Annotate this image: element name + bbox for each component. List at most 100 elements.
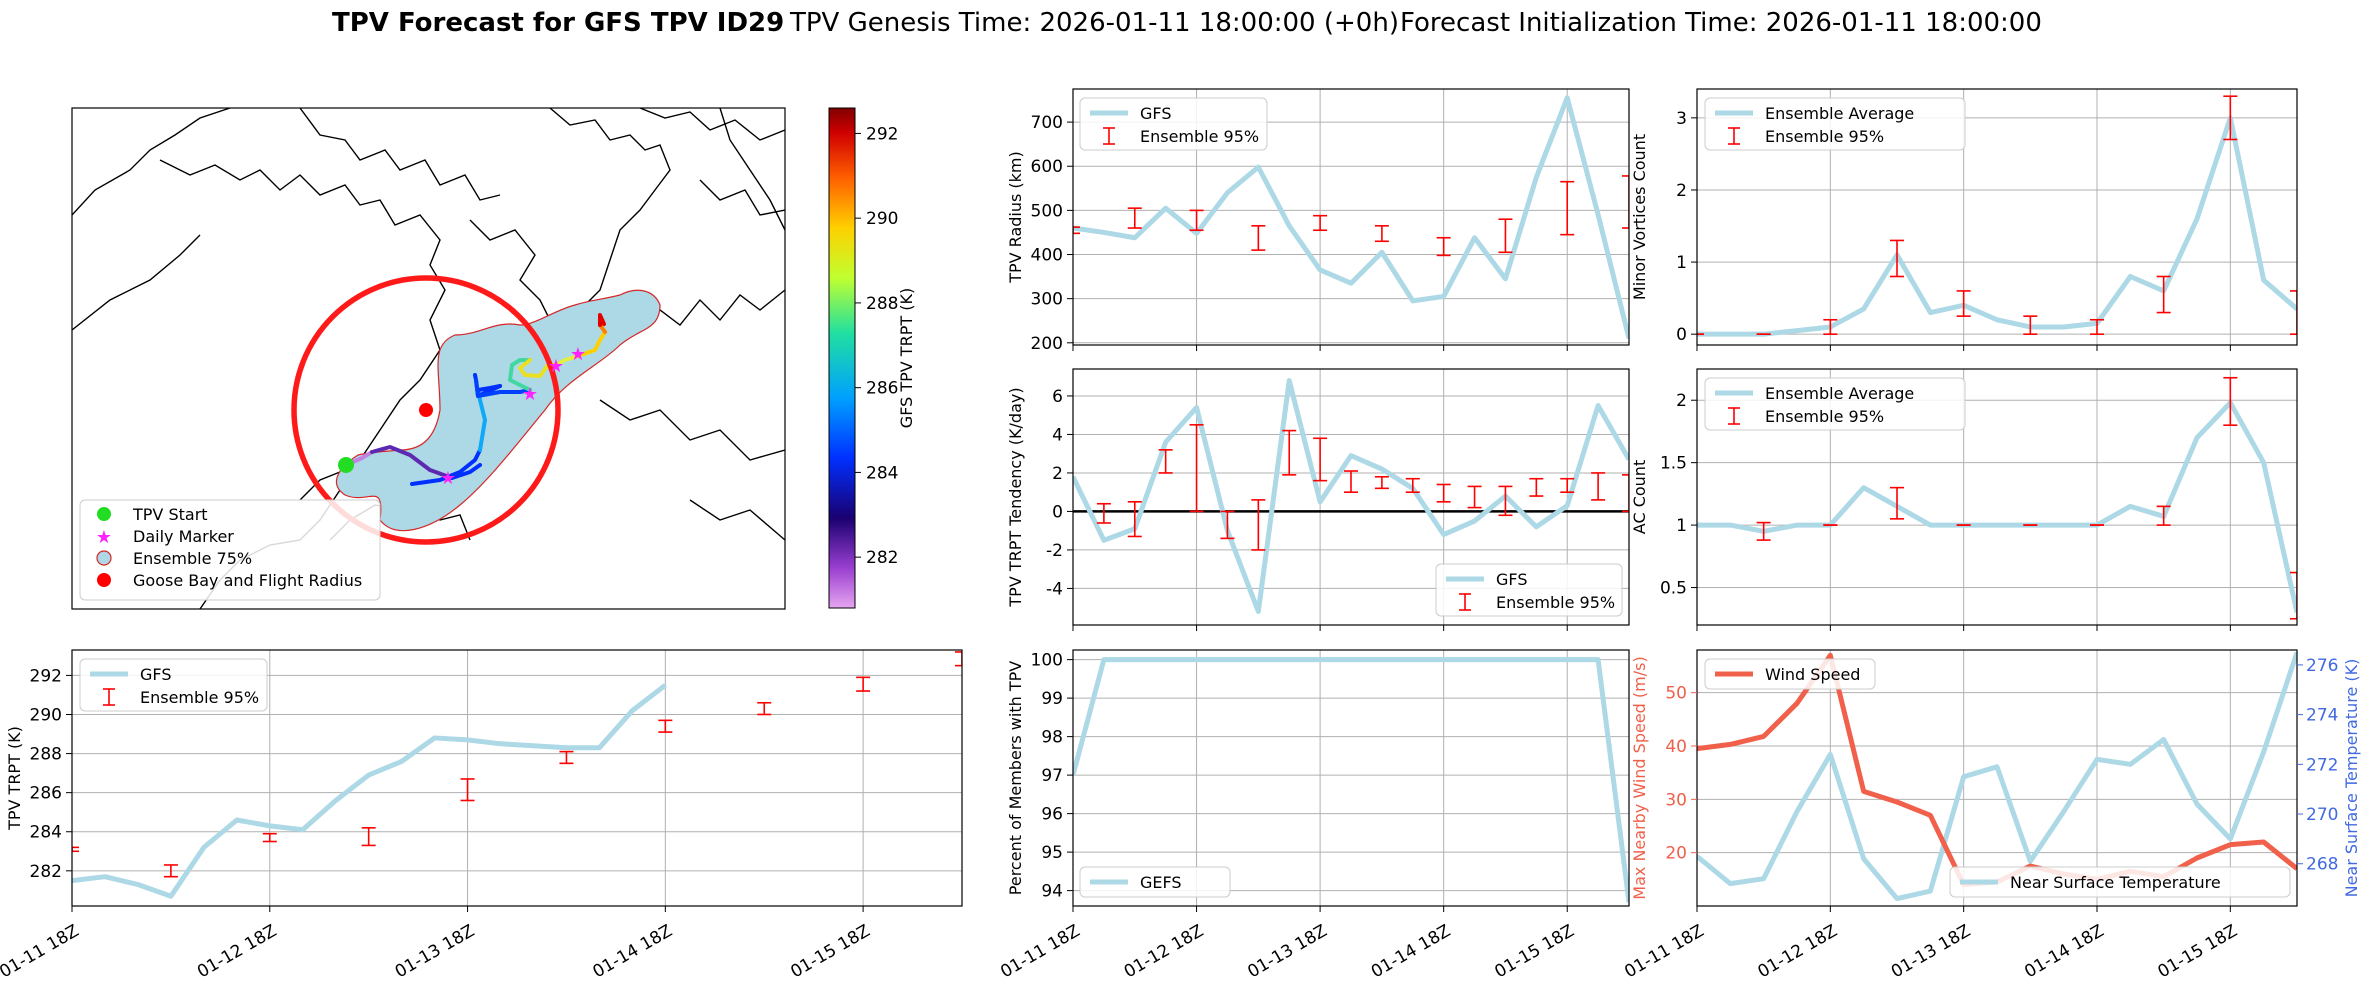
y-tick-label: 4 xyxy=(1052,425,1063,445)
daily-marker-4: ★ xyxy=(570,344,586,365)
y-tick-label: 2 xyxy=(1052,464,1063,484)
figure-title: TPV Forecast for GFS TPV ID29 xyxy=(332,8,784,38)
error-bar xyxy=(72,846,79,853)
error-bar xyxy=(1251,499,1266,551)
error-bar xyxy=(2156,275,2171,314)
y-tick-label: 288 xyxy=(30,745,62,765)
y-tick-label: 1 xyxy=(1676,253,1687,273)
y-tick-label: 3 xyxy=(1676,109,1687,129)
y-tick-label: 99 xyxy=(1041,689,1063,709)
y-tick-label: 200 xyxy=(1031,334,1063,354)
error-bar xyxy=(955,651,962,667)
error-bar xyxy=(1251,225,1266,251)
error-bar xyxy=(1189,424,1204,513)
y2-tick-label: 276 xyxy=(2306,656,2338,676)
y-tick-label: 500 xyxy=(1031,201,1063,221)
error-bar xyxy=(361,827,376,847)
series-line xyxy=(1073,657,1629,903)
error-bars xyxy=(72,651,962,878)
error-bar xyxy=(1622,474,1629,513)
x-tick-label: 01-12 18Z xyxy=(194,921,280,982)
error-bar xyxy=(1073,226,1080,235)
error-bar xyxy=(1467,485,1482,509)
series-line xyxy=(1073,95,1629,339)
error-bar xyxy=(1313,214,1328,232)
axes-frame xyxy=(1696,649,2298,907)
legend-label: Daily Marker xyxy=(133,527,234,546)
series-line xyxy=(72,683,667,899)
error-bar xyxy=(1890,486,1904,520)
colorbar-tick-label: 286 xyxy=(866,379,898,399)
y-tick-label: 40 xyxy=(1665,737,1687,757)
x-tick-label: 01-13 18Z xyxy=(1244,921,1330,982)
legend-label: GEFS xyxy=(1140,873,1182,892)
legend-star-icon: ★ xyxy=(96,527,112,548)
error-bar xyxy=(1560,477,1575,493)
axes-frame xyxy=(1072,649,1630,907)
error-bar xyxy=(1282,429,1297,476)
figure-init-time: Forecast Initialization Time: 2026-01-11… xyxy=(1400,8,2042,38)
chart-percent: 94 95 96 97 98 99 100 Percent of Members with T… xyxy=(997,649,1630,982)
y-tick-label: 20 xyxy=(1665,844,1687,864)
legend-label: Ensemble 95% xyxy=(1765,127,1884,146)
colorbar-ticks: 282 284 286 288 290 292 xyxy=(855,124,898,568)
y2-tick-label: 268 xyxy=(2306,855,2338,875)
y-tick-label: 0.5 xyxy=(1660,579,1687,599)
y-tick-label: 94 xyxy=(1041,882,1063,902)
y-tick-label: 30 xyxy=(1665,790,1687,810)
error-bar xyxy=(1127,501,1142,538)
error-bar xyxy=(1436,483,1451,503)
map-legend: TPV Start ★ Daily Marker Ensemble 75% Goose … xyxy=(79,499,381,601)
axes-frame xyxy=(1696,368,2298,626)
y-tick-label: 97 xyxy=(1041,766,1063,786)
x-tick-label: 01-11 18Z xyxy=(997,921,1083,982)
axes-frame xyxy=(71,649,963,907)
x-tick-label: 01-14 18Z xyxy=(2021,921,2107,982)
error-bar xyxy=(2290,571,2297,620)
map-panel: ★ ★ ★ ★ TPV Start ★ Daily Marker Ensemble 7… xyxy=(71,107,916,610)
error-bars xyxy=(1096,424,1629,551)
axes-frame xyxy=(1072,368,1630,626)
colorbar-tick-label: 288 xyxy=(866,294,898,314)
error-bar xyxy=(1189,209,1204,232)
colorbar-tick-label: 292 xyxy=(866,124,898,144)
axes-frame xyxy=(1072,88,1630,346)
y-axis-label: TPV TRPT (K) xyxy=(5,726,24,831)
daily-marker-3: ★ xyxy=(548,356,564,377)
legend-label: Ensemble Average xyxy=(1765,384,1914,403)
error-bar xyxy=(2090,318,2104,335)
daily-markers: ★ ★ ★ ★ xyxy=(440,344,586,489)
legend-errorbar-icon xyxy=(103,688,115,706)
error-bar xyxy=(1529,477,1544,497)
legend-errorbar-icon xyxy=(1459,593,1471,611)
y-tick-label: -4 xyxy=(1046,579,1063,599)
error-bar xyxy=(1344,470,1358,493)
tpv-start-marker xyxy=(338,457,354,473)
error-bar xyxy=(856,676,871,692)
x-tick-label: 01-15 18Z xyxy=(787,921,873,982)
legend-label: Near Surface Temperature xyxy=(2010,873,2221,892)
legend-label: Ensemble Average xyxy=(1765,104,1914,123)
y-axis-label: AC Count xyxy=(1630,460,1649,534)
y-tick-label: 100 xyxy=(1031,651,1063,671)
error-bar xyxy=(1374,475,1389,490)
legend-label: Goose Bay and Flight Radius xyxy=(133,571,362,590)
error-bar xyxy=(1560,180,1575,236)
error-bar xyxy=(2156,505,2171,526)
chart-trpt: 282 284 286 288 290 292 TPV TRPT (K) 01-11 18Z 0… xyxy=(0,649,963,982)
x-tick-label: 01-11 18Z xyxy=(1621,921,1707,982)
chart-legend: GFS Ensemble 95% xyxy=(1435,563,1623,617)
legend-label: Ensemble 95% xyxy=(1140,127,1259,146)
colorbar-tick-label: 290 xyxy=(866,209,898,229)
error-bar xyxy=(1127,207,1142,229)
y2-tick-label: 270 xyxy=(2306,805,2338,825)
gridlines xyxy=(1696,650,2297,906)
colorbar-label: GFS TPV TRPT (K) xyxy=(897,288,916,428)
y2-tick-label: 274 xyxy=(2306,706,2338,726)
error-bar xyxy=(2223,95,2238,141)
y-tick-label: 600 xyxy=(1031,157,1063,177)
error-bar xyxy=(1220,510,1235,540)
error-bar xyxy=(1890,239,1904,278)
